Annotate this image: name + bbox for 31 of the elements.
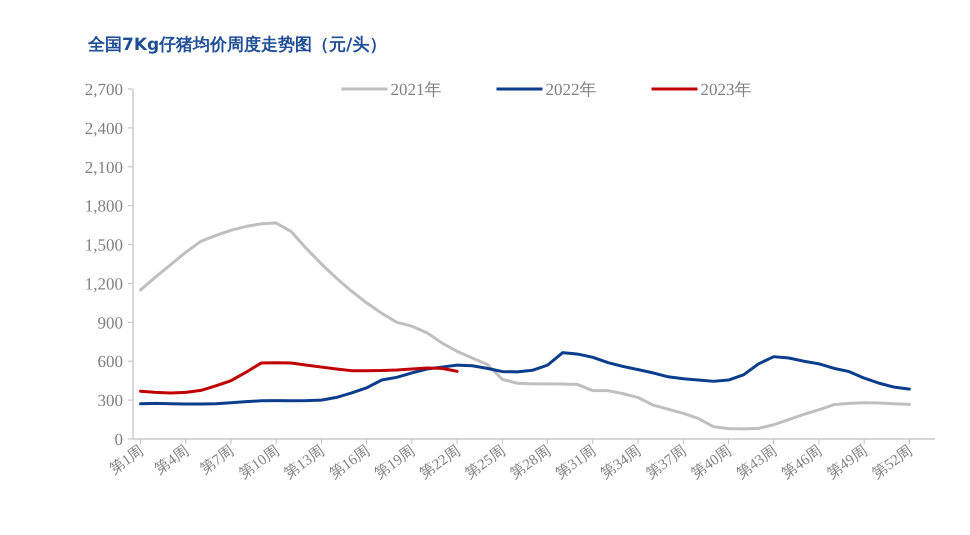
xtick: 第34周 bbox=[598, 443, 644, 482]
xtick: 第16周 bbox=[326, 443, 373, 482]
xtick: 第25周 bbox=[462, 443, 509, 482]
legend-label: 2023年 bbox=[700, 80, 752, 99]
xtick: 第4周 bbox=[152, 443, 192, 478]
xtick: 第52周 bbox=[870, 443, 916, 482]
legend-label: 2022年 bbox=[546, 80, 596, 99]
xtick: 第10周 bbox=[236, 443, 282, 482]
xtick: 第40周 bbox=[688, 443, 735, 482]
xtick: 第22周 bbox=[417, 443, 464, 482]
ytick: 600 bbox=[98, 352, 123, 372]
xtick: 第28周 bbox=[508, 443, 554, 482]
xtick: 第13周 bbox=[282, 443, 328, 482]
ytick: 300 bbox=[98, 391, 123, 410]
ytick: 900 bbox=[98, 313, 123, 332]
ytick: 2,100 bbox=[84, 158, 123, 177]
xtick: 第31周 bbox=[553, 443, 600, 482]
ytick: 0 bbox=[114, 430, 123, 449]
ytick: 1,200 bbox=[84, 274, 123, 294]
ytick: 1,500 bbox=[84, 236, 123, 255]
title: 全国7Kg仔猪均价周度走势图（元/头） bbox=[88, 35, 386, 55]
xtick: 第43周 bbox=[734, 443, 780, 482]
ytick: 1,800 bbox=[84, 196, 123, 216]
xtick: 第19周 bbox=[372, 443, 418, 482]
ytick: 2,700 bbox=[84, 80, 123, 99]
xtick: 第7周 bbox=[197, 443, 238, 478]
xtick: 第37周 bbox=[644, 443, 690, 482]
legend-label: 2021年 bbox=[390, 80, 442, 99]
ytick: 2,400 bbox=[84, 118, 123, 138]
xtick: 第46周 bbox=[779, 443, 826, 482]
xtick: 第49周 bbox=[824, 443, 870, 482]
